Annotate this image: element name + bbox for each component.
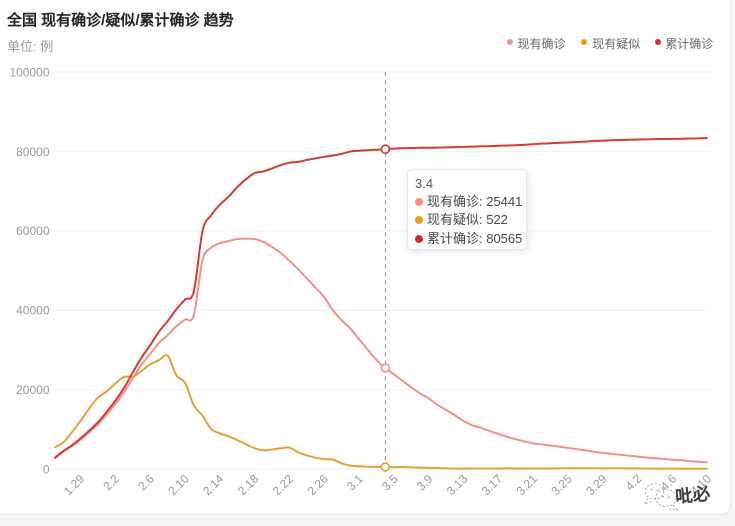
svg-text:80000: 80000 <box>16 145 50 159</box>
svg-text:2.10: 2.10 <box>165 471 192 498</box>
svg-text:吡必: 吡必 <box>674 483 711 507</box>
svg-text:40000: 40000 <box>16 304 50 318</box>
svg-text:3.13: 3.13 <box>444 471 471 498</box>
svg-text:100000: 100000 <box>9 65 49 79</box>
svg-text:20000: 20000 <box>16 383 50 397</box>
svg-text:0: 0 <box>43 462 50 476</box>
svg-text:2.26: 2.26 <box>305 471 332 498</box>
svg-text:60000: 60000 <box>16 224 50 238</box>
svg-text:4.2: 4.2 <box>623 471 645 493</box>
svg-text:2.22: 2.22 <box>270 471 297 498</box>
svg-text:2.2: 2.2 <box>100 471 122 493</box>
svg-text:3.5: 3.5 <box>379 471 401 493</box>
svg-text:2.6: 2.6 <box>135 471 157 493</box>
svg-text:3.1: 3.1 <box>344 471 366 493</box>
svg-text:3.9: 3.9 <box>414 471 436 493</box>
svg-text:2.18: 2.18 <box>235 471 262 498</box>
svg-text:3.29: 3.29 <box>583 471 610 498</box>
svg-text:1.29: 1.29 <box>61 471 88 498</box>
svg-text:3.21: 3.21 <box>514 471 541 498</box>
svg-text:2.14: 2.14 <box>200 471 227 498</box>
svg-text:3.17: 3.17 <box>479 471 506 498</box>
svg-text:3.25: 3.25 <box>548 471 575 498</box>
